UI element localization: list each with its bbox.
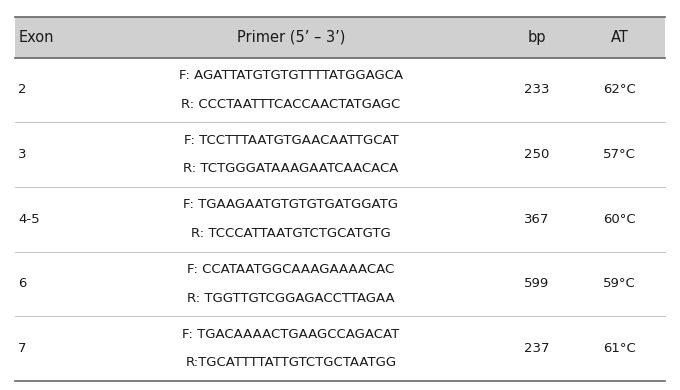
Text: 599: 599 [524,277,549,291]
Text: F: AGATTATGTGTGTTTTATGGAGCA: F: AGATTATGTGTGTTTTATGGAGCA [179,69,403,82]
Text: 367: 367 [524,213,549,226]
Text: F: CCATAATGGCAAAGAAAACAC: F: CCATAATGGCAAAGAAAACAC [187,263,394,276]
Text: 7: 7 [18,342,27,355]
Text: 61°C: 61°C [603,342,636,355]
Text: 57°C: 57°C [603,148,636,161]
Text: F: TGACAAAACTGAAGCCAGACAT: F: TGACAAAACTGAAGCCAGACAT [182,328,400,341]
Text: 3: 3 [18,148,27,161]
FancyBboxPatch shape [15,17,665,58]
Text: 60°C: 60°C [603,213,636,226]
Text: R: TCCCATTAATGTCTGCATGTG: R: TCCCATTAATGTCTGCATGTG [191,227,391,240]
Text: R: TCTGGGATAAAGAATCAACACA: R: TCTGGGATAAAGAATCAACACA [183,162,398,175]
Text: F: TGAAGAATGTGTGTGATGGATG: F: TGAAGAATGTGTGTGATGGATG [184,199,398,211]
Text: 237: 237 [524,342,549,355]
Text: R: CCCTAATTTCACCAACTATGAGC: R: CCCTAATTTCACCAACTATGAGC [182,98,401,111]
Text: R:TGCATTTTATTGTCTGCTAATGG: R:TGCATTTTATTGTCTGCTAATGG [186,356,396,369]
Text: 62°C: 62°C [603,83,636,96]
Text: 233: 233 [524,83,549,96]
Text: bp: bp [527,30,545,45]
Text: F: TCCTTTAATGTGAACAATTGCAT: F: TCCTTTAATGTGAACAATTGCAT [184,134,398,147]
Text: 2: 2 [18,83,27,96]
Text: R: TGGTTGTCGGAGACCTTAGAA: R: TGGTTGTCGGAGACCTTAGAA [187,292,394,305]
Text: AT: AT [611,30,628,45]
Text: Primer (5’ – 3’): Primer (5’ – 3’) [237,30,345,45]
Text: 59°C: 59°C [603,277,636,291]
Text: Exon: Exon [18,30,54,45]
Text: 4-5: 4-5 [18,213,40,226]
Text: 250: 250 [524,148,549,161]
Text: 6: 6 [18,277,27,291]
